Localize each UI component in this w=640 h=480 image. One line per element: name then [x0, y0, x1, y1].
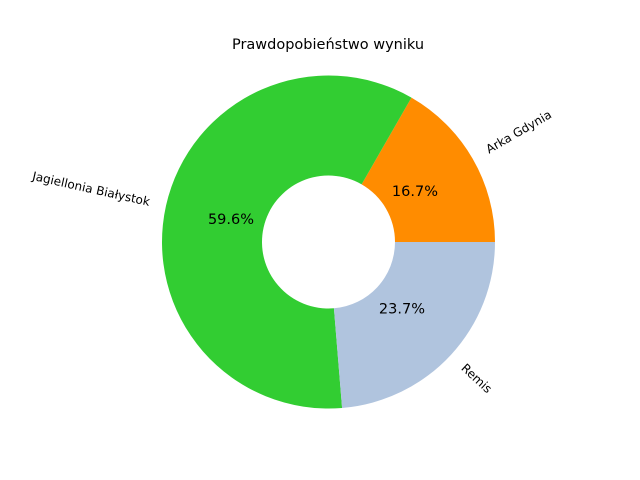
- label-jagiellonia-bialystok: Jagiellonia Białystok: [30, 169, 151, 209]
- slice-jagiellonia-bialystok: [162, 75, 412, 409]
- percent-jagiellonia-bialystok: 59.6%: [208, 212, 254, 228]
- slices: [162, 75, 495, 409]
- label-arka-gdynia: Arka Gdynia: [484, 107, 555, 156]
- percent-arka-gdynia: 16.7%: [392, 184, 438, 200]
- slice-arka-gdynia: [361, 97, 495, 243]
- label-remis: Remis: [458, 361, 494, 396]
- chart-title: Prawdopobieństwo wyniku: [232, 37, 424, 53]
- percent-labels: 16.7% 59.6% 23.7%: [208, 184, 438, 318]
- percent-remis: 23.7%: [379, 302, 425, 318]
- slice-remis: [333, 242, 495, 408]
